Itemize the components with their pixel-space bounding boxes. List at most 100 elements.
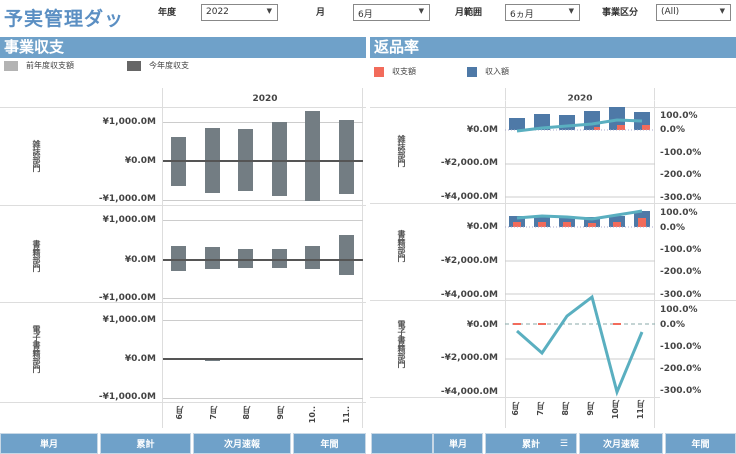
y2-tick: 100.0% — [660, 208, 698, 218]
y-tick: ¥0.0M — [466, 320, 498, 330]
legend-item[interactable]: 収入額 — [467, 66, 509, 77]
row-label: 雑誌部門 — [397, 135, 406, 167]
x-label: 8月 — [242, 406, 251, 420]
y-tick: -¥1,000.0M — [98, 194, 156, 204]
legend-swatch — [127, 60, 141, 71]
y-tick: ¥0.0M — [124, 354, 156, 364]
annual-button[interactable]: 年間 — [293, 433, 366, 454]
year-header: 2020 — [567, 94, 593, 104]
y-tick: ¥0.0M — [466, 222, 498, 232]
legend-label: 収入額 — [485, 67, 509, 76]
y-tick: -¥2,000.0M — [440, 256, 498, 266]
y2-tick: 0.0% — [660, 125, 685, 135]
bar[interactable] — [272, 249, 287, 268]
y2-tick: -300.0% — [660, 193, 702, 203]
year-header: 2020 — [252, 94, 278, 104]
row-label: 書籍部門 — [397, 230, 406, 262]
row-label: 書籍部門 — [32, 240, 41, 272]
x-label: 7月 — [209, 406, 218, 420]
y2-tick: 0.0% — [660, 223, 685, 233]
next-month-report-button[interactable]: 次月速報 — [579, 433, 663, 454]
filter-label-month: 月 — [316, 8, 326, 18]
y2-tick: -200.0% — [660, 170, 702, 180]
filter-label-year: 年度 — [158, 8, 177, 18]
x-label: 9月 — [586, 402, 595, 416]
x-label: 8月 — [561, 402, 570, 416]
y-tick: ¥1,000.0M — [102, 117, 156, 127]
year-select[interactable]: 2022 ▼ — [201, 4, 278, 21]
y-tick: -¥4,000.0M — [440, 387, 498, 397]
x-label: 9月 — [276, 406, 285, 420]
legend-label: 今年度収支 — [149, 61, 189, 70]
legend-item[interactable]: 収支額 — [374, 66, 416, 77]
y-tick: -¥2,000.0M — [440, 353, 498, 363]
legend-swatch — [4, 60, 18, 71]
filter-label-month-range: 月範囲 — [455, 8, 483, 18]
x-label: 7月 — [536, 402, 545, 416]
bar[interactable] — [238, 249, 253, 268]
x-label: 6月 — [511, 402, 520, 416]
left-panel-title: 事業収支 — [0, 37, 366, 58]
y-tick: ¥1,000.0M — [102, 315, 156, 325]
chevron-down-icon: ▼ — [418, 7, 424, 15]
single-month-button[interactable]: 単月 — [0, 433, 98, 454]
x-label: 10.. — [308, 406, 317, 424]
y2-tick: -200.0% — [660, 267, 702, 277]
bar[interactable] — [339, 120, 354, 194]
month-range-select[interactable]: 6ヵ月 ▼ — [505, 4, 580, 21]
cumulative-button[interactable]: 累計 — [100, 433, 191, 454]
business-select-value: (All) — [661, 7, 680, 17]
y-tick: ¥0.0M — [124, 156, 156, 166]
y2-tick: -300.0% — [660, 290, 702, 300]
y-tick: ¥0.0M — [466, 125, 498, 135]
y2-tick: 0.0% — [660, 320, 685, 330]
month-select-value: 6月 — [358, 10, 373, 20]
y-tick: ¥1,000.0M — [102, 215, 156, 225]
row-label: 雑誌部門 — [32, 140, 41, 172]
filter-icon: ☰ — [559, 438, 568, 449]
bar[interactable] — [171, 246, 186, 271]
y-tick: -¥1,000.0M — [98, 293, 156, 303]
legend-item[interactable]: 今年度収支 — [127, 60, 189, 71]
chevron-down-icon: ▼ — [719, 7, 725, 15]
chevron-down-icon: ▼ — [266, 7, 272, 15]
row-label: 電子書籍部門 — [32, 325, 41, 373]
bar[interactable] — [305, 111, 320, 201]
y2-tick: -100.0% — [660, 148, 702, 158]
bar[interactable] — [205, 247, 220, 269]
y-tick: -¥2,000.0M — [440, 158, 498, 168]
legend-item[interactable]: 前年度収支額 — [4, 60, 74, 71]
right-panel-title: 返品率 — [370, 37, 736, 58]
dashboard-title: 予実管理ダッ — [4, 8, 125, 30]
legend-swatch — [467, 66, 477, 77]
y-tick: -¥1,000.0M — [98, 392, 156, 402]
bar[interactable] — [272, 122, 287, 196]
row-label: 電子書籍部門 — [397, 320, 406, 368]
year-select-value: 2022 — [206, 7, 229, 17]
month-range-select-value: 6ヵ月 — [510, 10, 534, 20]
right-chart-plot — [505, 100, 655, 397]
y-tick: -¥4,000.0M — [440, 290, 498, 300]
x-label: 10月 — [611, 400, 620, 420]
single-month-button[interactable]: 単月 — [433, 433, 483, 454]
next-month-report-button[interactable]: 次月速報 — [193, 433, 291, 454]
annual-button[interactable]: 年間 — [665, 433, 736, 454]
y-tick: ¥0.0M — [124, 255, 156, 265]
bar[interactable] — [305, 246, 320, 269]
cumulative-button[interactable]: 累計 ☰ — [485, 433, 577, 454]
y2-tick: -100.0% — [660, 245, 702, 255]
bar[interactable] — [339, 235, 354, 275]
y2-tick: -200.0% — [660, 364, 702, 374]
cumulative-label: 累計 — [521, 440, 540, 450]
blank-button[interactable] — [371, 433, 433, 454]
legend-label: 収支額 — [392, 67, 416, 76]
y2-tick: 100.0% — [660, 305, 698, 315]
month-select[interactable]: 6月 ▼ — [353, 4, 430, 21]
y2-tick: -100.0% — [660, 342, 702, 352]
y2-tick: -300.0% — [660, 386, 702, 396]
filter-label-business: 事業区分 — [602, 8, 639, 18]
y2-tick: 100.0% — [660, 111, 698, 121]
legend-swatch — [374, 66, 384, 77]
business-select[interactable]: (All) ▼ — [656, 4, 731, 21]
chevron-down-icon: ▼ — [568, 7, 574, 15]
